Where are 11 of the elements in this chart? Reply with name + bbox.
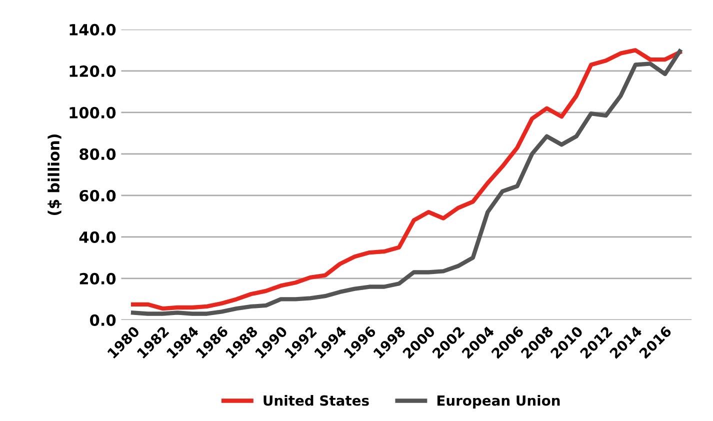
legend-label: European Union (437, 395, 560, 408)
legend-label: United States (264, 395, 369, 406)
y-tick-label: 120.0 (70, 65, 116, 77)
y-tick-label: 60.0 (80, 190, 116, 202)
y-tick-label: 20.0 (80, 272, 116, 284)
y-tick-label: 0.0 (90, 314, 116, 326)
y-tick-label: 100.0 (70, 106, 116, 118)
y-axis-title: ($ billion) (48, 134, 62, 215)
y-tick-label: 140.0 (70, 24, 116, 36)
y-tick-label: 40.0 (79, 231, 116, 243)
y-tick-label: 80.0 (80, 148, 116, 160)
